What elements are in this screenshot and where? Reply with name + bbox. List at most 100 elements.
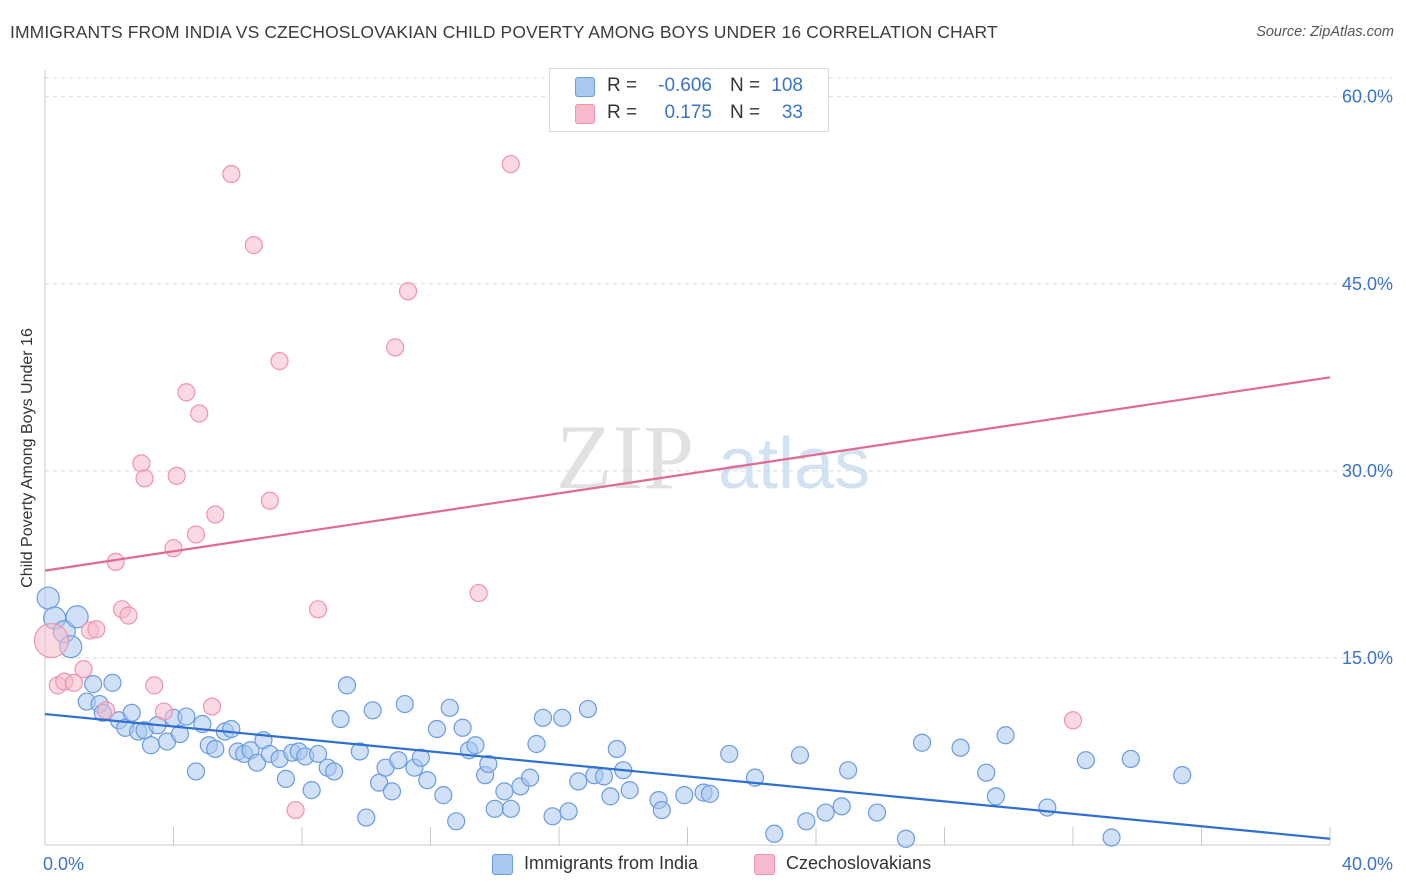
india-point <box>620 781 639 800</box>
czech-point <box>222 164 241 184</box>
czech-point <box>398 282 418 301</box>
india-point <box>501 799 520 818</box>
india-point <box>325 762 344 781</box>
india-point <box>36 586 60 610</box>
india-point <box>607 739 626 759</box>
india-point <box>996 726 1015 745</box>
czech-point <box>119 606 138 625</box>
india-point <box>1076 751 1095 770</box>
india-point <box>141 736 161 755</box>
czech-point <box>33 622 70 659</box>
india-point <box>867 803 887 822</box>
india-point <box>977 763 996 782</box>
india-point <box>912 733 932 752</box>
r-label: R = <box>607 75 638 96</box>
n-value: 108 <box>771 75 803 96</box>
watermark-atlas: atlas <box>718 424 870 504</box>
n-label: N = <box>730 75 761 96</box>
india-point <box>594 767 614 786</box>
czech-point <box>206 505 225 524</box>
n-value: 33 <box>781 102 803 123</box>
czech-point <box>164 539 183 558</box>
india-point <box>601 787 620 806</box>
r-label: R = <box>607 102 638 123</box>
czech-point <box>154 702 173 721</box>
y-tick-labels: 15.0% 30.0% 45.0% 60.0% <box>1342 87 1393 668</box>
india-point <box>308 744 328 764</box>
czech-point <box>244 236 263 255</box>
czech-point <box>202 697 222 716</box>
india-legend-swatch <box>492 854 513 875</box>
czech-point <box>74 660 93 679</box>
india-point <box>896 829 916 848</box>
india-point <box>186 762 206 781</box>
india-point <box>65 605 89 629</box>
india-point <box>485 799 504 818</box>
india-point <box>122 703 141 722</box>
india-point <box>675 786 694 805</box>
india-point <box>578 699 598 719</box>
czech-point <box>190 404 209 423</box>
r-value: 0.175 <box>664 102 712 123</box>
india-point <box>434 786 453 805</box>
x-tick-label: 40.0% <box>1342 854 1393 874</box>
y-tick-label: 45.0% <box>1342 274 1393 294</box>
india-point <box>382 782 402 801</box>
chart-source: Source: ZipAtlas.com <box>1256 24 1394 40</box>
czech-point <box>308 600 328 619</box>
india-point <box>331 709 350 729</box>
india-point <box>816 803 835 822</box>
czech-point <box>469 583 488 603</box>
india-point <box>357 808 376 827</box>
india-point <box>411 748 430 767</box>
india-point <box>418 771 437 790</box>
india-point <box>84 675 103 694</box>
india-point <box>247 753 267 772</box>
legend-label: Czechoslovakians <box>786 853 932 873</box>
india-point <box>1173 766 1192 785</box>
india-point <box>276 769 296 789</box>
india-point <box>206 739 225 759</box>
india-point <box>1121 749 1140 769</box>
czech-trend-line <box>44 376 1331 572</box>
india-point <box>797 812 816 831</box>
czech-point <box>386 338 405 357</box>
india-point <box>700 784 720 803</box>
india-point <box>765 824 784 843</box>
india-point <box>440 698 459 717</box>
india-point <box>479 754 498 774</box>
india-point <box>350 742 369 761</box>
india-point <box>790 746 810 765</box>
india-point <box>427 719 447 739</box>
india-point <box>652 800 671 820</box>
india-trend-line <box>44 712 1331 840</box>
india-point <box>986 787 1006 806</box>
india-point <box>520 768 540 787</box>
y-tick-label: 30.0% <box>1342 461 1393 481</box>
grid-lines <box>45 77 1392 659</box>
india-point <box>543 807 562 826</box>
n-label: N = <box>730 102 761 123</box>
czech-point <box>167 466 186 485</box>
czech-point <box>135 469 154 488</box>
india-point <box>533 708 553 727</box>
y-tick-label: 60.0% <box>1342 87 1393 107</box>
india-swatch <box>575 77 595 97</box>
watermark: ZIP atlas <box>556 406 870 508</box>
india-point <box>389 751 408 770</box>
india-point <box>1102 828 1121 847</box>
india-point <box>170 724 190 744</box>
india-point <box>453 718 472 737</box>
y-axis-label: Child Poverty Among Boys Under 16 <box>19 328 36 588</box>
x-ticks <box>173 827 1331 845</box>
trend-lines <box>44 376 1331 840</box>
stats-legend: R = -0.606 N = 108 R = 0.175 N = 33 <box>549 68 829 132</box>
india-point <box>337 676 357 695</box>
india-point <box>363 701 382 720</box>
czech-point <box>96 701 116 720</box>
czech-point <box>501 154 520 174</box>
czech-point <box>87 620 106 639</box>
india-point <box>951 738 970 757</box>
czech-swatch <box>575 104 595 124</box>
